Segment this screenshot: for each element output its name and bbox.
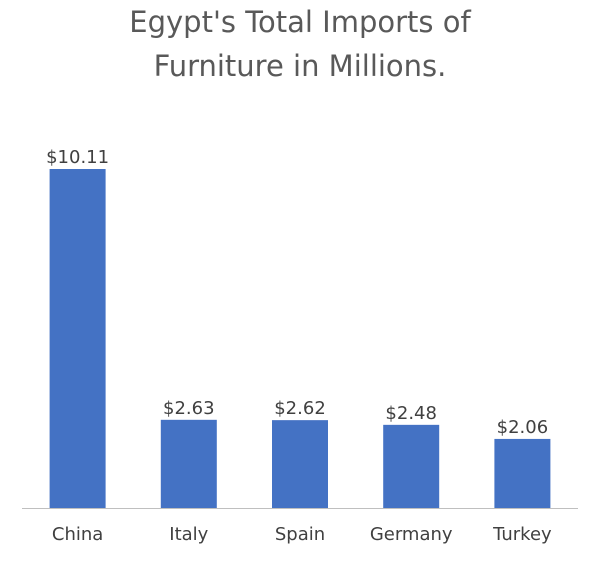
x-tick-label: China [52, 524, 103, 545]
value-label: $10.11 [46, 147, 109, 168]
value-label: $2.48 [385, 403, 437, 424]
x-tick-label: Spain [275, 524, 325, 545]
bar [494, 438, 551, 508]
bar [272, 420, 328, 508]
chart-title: Egypt's Total Imports of Furniture in Mi… [129, 5, 471, 83]
value-label: $2.62 [274, 398, 326, 419]
value-label: $2.63 [163, 398, 215, 419]
x-tick-label: Italy [169, 524, 208, 545]
bar [160, 419, 217, 508]
value-label: $2.06 [497, 417, 549, 438]
bar [383, 424, 440, 508]
x-tick-label: Turkey [492, 524, 552, 545]
bar [49, 169, 106, 508]
x-tick-label: Germany [370, 524, 453, 545]
